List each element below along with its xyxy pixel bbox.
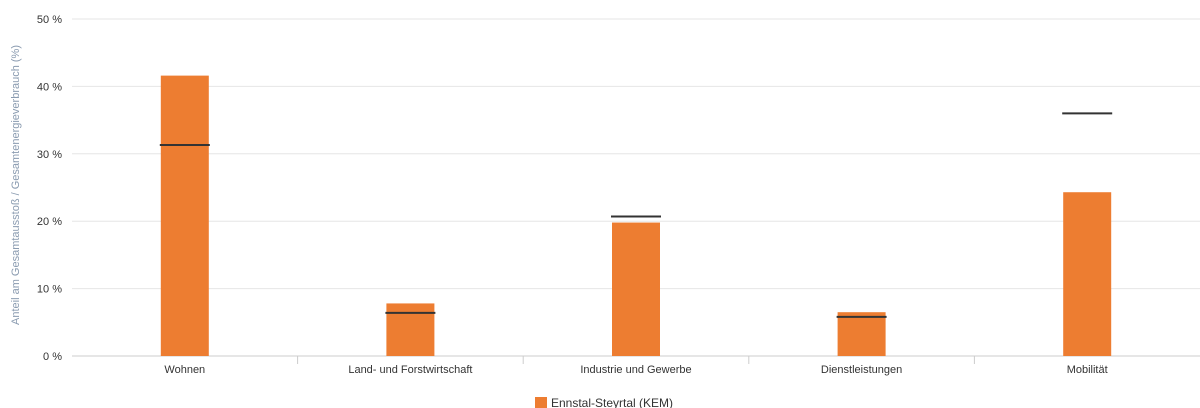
- x-tick-label: Dienstleistungen: [821, 364, 902, 376]
- legend-label: Ennstal-Steyrtal (KEM): [551, 396, 673, 408]
- y-tick-label: 40 %: [37, 81, 62, 93]
- legend-swatch: [535, 397, 547, 408]
- x-axis-ticks: Wohnen Land- und Forstwirtschaft Industrie…: [164, 356, 1108, 376]
- y-axis-ticks: 0 % 10 % 20 % 30 % 40 % 50 %: [37, 14, 62, 363]
- y-tick-label: 50 %: [37, 14, 62, 26]
- bar[interactable]: [160, 75, 209, 356]
- legend[interactable]: Ennstal-Steyrtal (KEM): [535, 396, 673, 408]
- x-tick-label: Mobilität: [1067, 364, 1108, 376]
- reference-markers: [159, 112, 1113, 318]
- bar[interactable]: [1063, 192, 1112, 356]
- bar[interactable]: [386, 303, 435, 356]
- x-tick-label: Wohnen: [164, 364, 205, 376]
- y-tick-label: 10 %: [37, 284, 62, 296]
- gridlines: [72, 18, 1200, 290]
- y-tick-label: 0 %: [43, 351, 62, 363]
- x-tick-label: Land- und Forstwirtschaft: [348, 364, 472, 376]
- x-tick-label: Industrie und Gewerbe: [580, 364, 691, 376]
- bar[interactable]: [612, 222, 660, 356]
- y-tick-label: 20 %: [37, 216, 62, 228]
- y-tick-label: 30 %: [37, 149, 62, 161]
- bar[interactable]: [837, 312, 886, 356]
- y-axis-title: Anteil am Gesamtausstoß / Gesamtenergiev…: [10, 45, 22, 325]
